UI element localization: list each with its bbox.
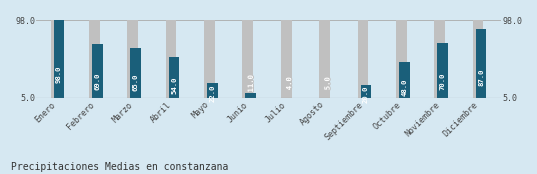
Bar — [476, 29, 487, 102]
Bar — [399, 62, 410, 102]
Bar — [396, 20, 407, 102]
Text: 48.0: 48.0 — [401, 78, 407, 96]
Bar — [127, 20, 138, 102]
Bar — [281, 20, 292, 102]
Text: 87.0: 87.0 — [478, 68, 484, 86]
Bar — [284, 98, 295, 102]
Bar — [166, 20, 177, 102]
Bar — [322, 98, 333, 102]
Text: 20.0: 20.0 — [363, 85, 369, 103]
Text: 98.0: 98.0 — [56, 66, 62, 83]
Text: 5.0: 5.0 — [324, 77, 331, 90]
Text: 54.0: 54.0 — [171, 77, 177, 94]
Text: 22.0: 22.0 — [209, 85, 215, 102]
Text: 4.0: 4.0 — [286, 77, 292, 90]
Bar — [50, 20, 61, 102]
Bar — [360, 85, 371, 102]
Text: 65.0: 65.0 — [133, 74, 139, 91]
Text: 11.0: 11.0 — [248, 75, 254, 92]
Bar — [358, 20, 368, 102]
Bar — [319, 20, 330, 102]
Bar — [207, 84, 218, 102]
Text: Precipitaciones Medias en constanzana: Precipitaciones Medias en constanzana — [11, 162, 228, 172]
Bar — [434, 20, 445, 102]
Bar — [130, 48, 141, 102]
Text: 69.0: 69.0 — [95, 73, 100, 90]
Bar — [54, 20, 64, 102]
Bar — [242, 20, 253, 102]
Bar — [169, 57, 179, 102]
Bar — [473, 20, 483, 102]
Bar — [92, 44, 103, 102]
Bar — [437, 43, 448, 102]
Text: 70.0: 70.0 — [440, 73, 446, 90]
Bar — [204, 20, 215, 102]
Bar — [89, 20, 100, 102]
Bar — [245, 93, 256, 102]
